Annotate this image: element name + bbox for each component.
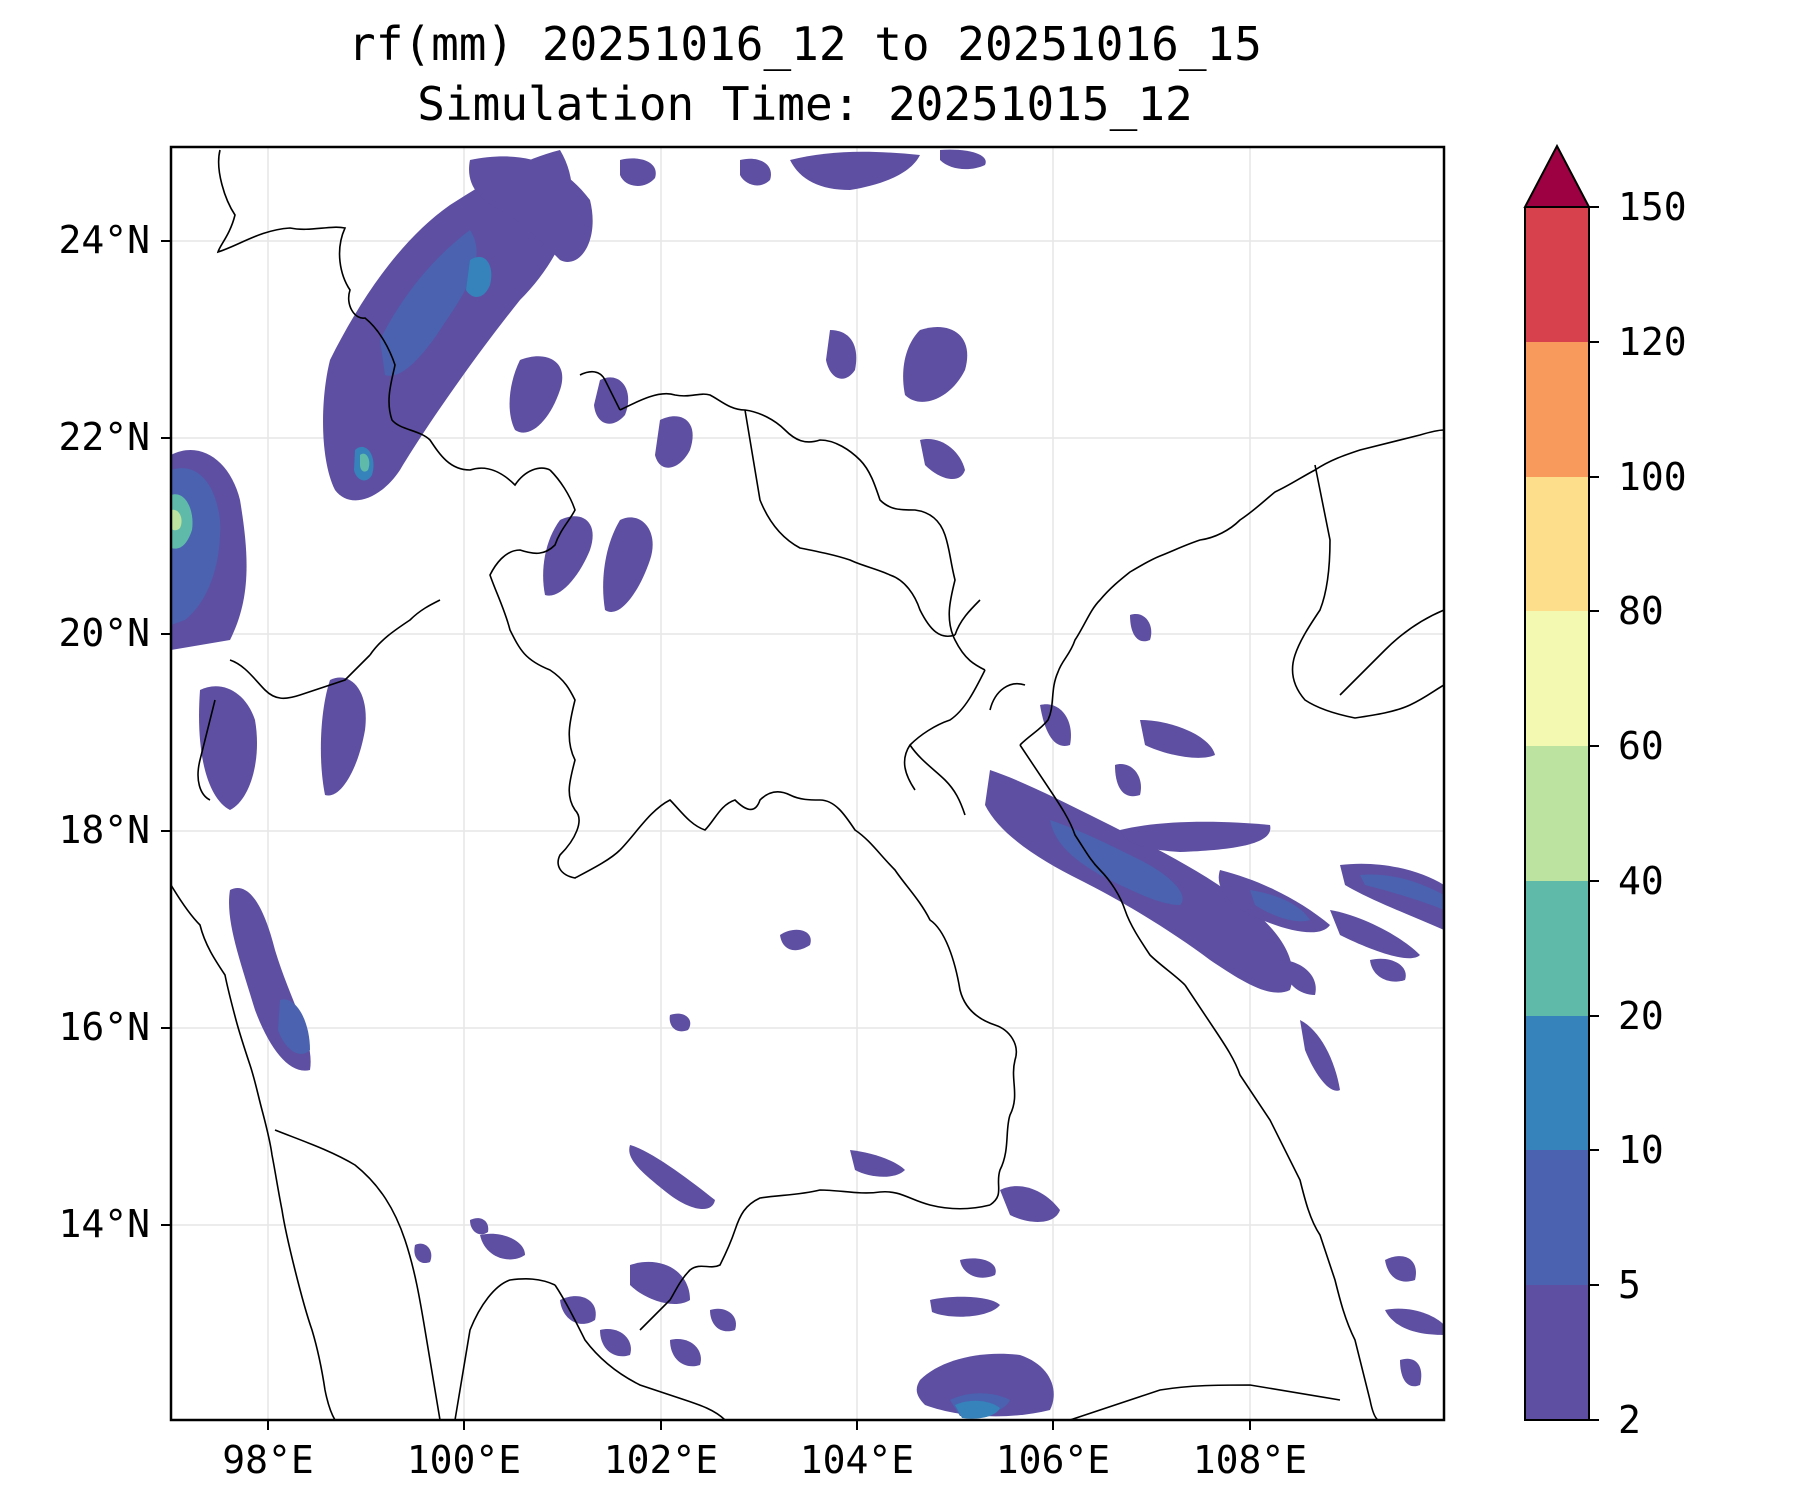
lat-label-18n: 18°N <box>58 808 150 852</box>
rainfall-contours <box>171 149 1444 1419</box>
map-frame <box>169 145 1446 1422</box>
colorbar-segment-40-60 <box>1525 746 1589 881</box>
colorbar-segment-120-150 <box>1525 207 1589 342</box>
lat-label-22n: 22°N <box>58 415 150 459</box>
colorbar-segment-10-20 <box>1525 1016 1589 1150</box>
lon-label-106e: 106°E <box>995 1438 1111 1482</box>
lon-label-104e: 104°E <box>799 1438 915 1482</box>
colorbar-segment-80-100 <box>1525 477 1589 611</box>
map-title: rf(mm) 20251016_12 to 20251016_15 <box>348 17 1262 71</box>
colorbar-segment-60-80 <box>1525 611 1589 746</box>
colorbar-label-80: 80 <box>1618 589 1664 633</box>
lon-label-98e: 98°E <box>222 1438 314 1482</box>
colorbar-label-2: 2 <box>1618 1398 1641 1442</box>
colorbar-label-120: 120 <box>1618 320 1687 364</box>
colorbar-label-150: 150 <box>1618 185 1687 229</box>
colorbar-label-100: 100 <box>1618 455 1687 499</box>
lat-label-14n: 14°N <box>58 1202 150 1246</box>
colorbar-label-5: 5 <box>1618 1263 1641 1307</box>
axis-ticks <box>161 240 1251 1430</box>
lon-label-108e: 108°E <box>1192 1438 1308 1482</box>
colorbar-segment-20-40 <box>1525 881 1589 1016</box>
colorbar-extend-arrow <box>1523 143 1591 208</box>
colorbar-segment-2-5 <box>1525 1285 1589 1420</box>
lon-label-100e: 100°E <box>406 1438 522 1482</box>
borders <box>170 149 1445 1421</box>
lat-label-24n: 24°N <box>58 218 150 262</box>
colorbar-segment-5-10 <box>1525 1150 1589 1285</box>
colorbar-label-20: 20 <box>1618 994 1664 1038</box>
lon-label-102e: 102°E <box>603 1438 719 1482</box>
colorbar-label-60: 60 <box>1618 724 1664 768</box>
colorbar-label-10: 10 <box>1618 1128 1664 1172</box>
lat-label-20n: 20°N <box>58 611 150 655</box>
simulation-time-subtitle: Simulation Time: 20251015_12 <box>417 77 1193 131</box>
colorbar-segment-100-120 <box>1525 342 1589 477</box>
colorbar-label-40: 40 <box>1618 859 1664 903</box>
lat-label-16n: 16°N <box>58 1005 150 1049</box>
colorbar <box>1523 143 1599 1421</box>
